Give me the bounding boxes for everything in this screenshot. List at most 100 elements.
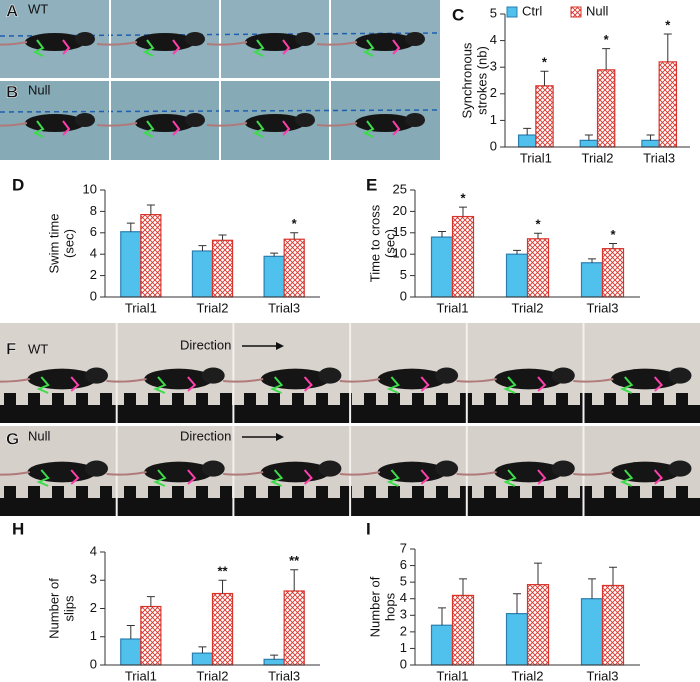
- y-axis-label: Time to cross: [367, 204, 382, 282]
- error-bar: [584, 134, 593, 141]
- panel-letter: A: [6, 1, 18, 20]
- mouse-body: [135, 114, 195, 132]
- limb-marker: [172, 39, 181, 55]
- mouse-tail: [0, 41, 28, 46]
- mouse-tail: [316, 122, 358, 127]
- ladder-rung: [580, 393, 592, 405]
- ladder-rung: [28, 393, 40, 405]
- ladder-rung: [268, 486, 280, 498]
- mouse-tail: [206, 122, 248, 127]
- y-tick-label: 1: [90, 628, 97, 643]
- y-tick-label: 4: [490, 32, 497, 47]
- bar: [596, 69, 616, 148]
- mouse-tail: [206, 41, 248, 46]
- error-bar: [218, 234, 227, 241]
- limb-marker: [653, 376, 664, 392]
- bar: [535, 85, 554, 148]
- mouse-head: [295, 32, 315, 46]
- significance-mark: **: [217, 564, 228, 579]
- ladder-rung: [676, 486, 688, 498]
- y-tick-label: 20: [393, 203, 407, 218]
- error-bar: [270, 654, 279, 660]
- ladder-rung: [4, 486, 16, 498]
- ladder-rung: [532, 393, 544, 405]
- error-bar: [198, 245, 207, 251]
- limb-marker: [619, 469, 634, 487]
- arrow-head: [276, 342, 284, 350]
- mouse-head: [295, 113, 315, 127]
- bar: [601, 248, 625, 298]
- limb-marker: [303, 469, 313, 485]
- x-tick-label: Trial2: [581, 150, 613, 165]
- x-tick-label: Trial3: [268, 300, 300, 315]
- ladder-rung: [76, 486, 88, 498]
- bar: [641, 139, 660, 148]
- bar: [263, 658, 285, 666]
- significance-mark: *: [460, 191, 466, 206]
- ladder-rung: [364, 486, 376, 498]
- bar: [140, 214, 162, 298]
- ladder-rung: [604, 486, 616, 498]
- y-tick-label: 15: [393, 224, 407, 239]
- limb-marker: [252, 39, 265, 57]
- y-tick-label: 5: [490, 5, 497, 20]
- y-tick-label: 7: [400, 540, 407, 555]
- bar: [579, 139, 599, 148]
- error-bar: [126, 222, 135, 232]
- mouse-body: [25, 114, 85, 132]
- ladder-rung: [436, 393, 448, 405]
- y-tick-label: 1: [490, 112, 497, 127]
- error-bar: [602, 48, 611, 70]
- limb-marker: [653, 469, 664, 485]
- bar: [658, 61, 678, 148]
- y-tick-label: 3: [490, 59, 497, 74]
- mouse-body: [611, 368, 680, 390]
- x-tick-label: Trial2: [511, 300, 543, 315]
- bar: [120, 231, 142, 298]
- limb-marker: [362, 39, 375, 57]
- y-tick-label: 2: [90, 600, 97, 615]
- limb-marker: [70, 376, 80, 392]
- ladder-rung: [652, 393, 664, 405]
- y-tick-label: 10: [83, 181, 97, 196]
- y-axis-label: Number of: [367, 576, 382, 637]
- ladder-rung: [148, 486, 160, 498]
- ladder-rung: [316, 486, 328, 498]
- bar: [580, 262, 604, 298]
- error-bar: [126, 624, 135, 640]
- bar: [430, 236, 454, 298]
- limb-marker: [36, 376, 50, 394]
- bar: [140, 605, 162, 666]
- error-bar: [290, 232, 299, 240]
- bar: [505, 613, 529, 666]
- ladder-rung: [556, 393, 568, 405]
- mouse-head: [185, 32, 205, 46]
- y-axis-label: hops: [382, 592, 397, 621]
- mouse-body: [144, 461, 214, 483]
- mouse-body: [260, 461, 330, 483]
- error-bar: [609, 243, 617, 249]
- ladder-rung: [268, 393, 280, 405]
- limb-marker: [420, 376, 430, 392]
- mouse-tail: [339, 471, 381, 476]
- ladder-rung: [76, 393, 88, 405]
- limb-marker: [142, 39, 155, 57]
- y-axis-label: Swim time: [46, 214, 61, 274]
- mouse-body: [144, 368, 214, 390]
- mouse-body: [355, 33, 415, 51]
- significance-mark: *: [665, 17, 671, 32]
- error-bar: [270, 252, 279, 257]
- direction-label: Direction: [180, 428, 231, 443]
- ladder-rung: [100, 486, 112, 498]
- bar: [191, 652, 214, 666]
- y-tick-label: 4: [400, 590, 407, 605]
- mouse-head: [668, 460, 692, 477]
- x-tick-label: Trial1: [436, 668, 468, 682]
- mouse-head: [405, 113, 425, 127]
- ladder-rung: [364, 393, 376, 405]
- ladder-rung: [484, 486, 496, 498]
- ladder-rung: [292, 393, 304, 405]
- x-tick-label: Trial1: [125, 300, 157, 315]
- ladder-rung: [628, 486, 640, 498]
- x-tick-label: Trial2: [196, 300, 228, 315]
